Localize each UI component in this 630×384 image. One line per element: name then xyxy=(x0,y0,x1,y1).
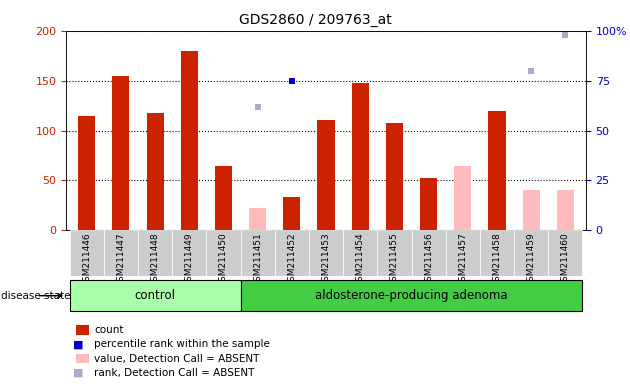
Text: GSM211452: GSM211452 xyxy=(287,233,296,287)
Bar xyxy=(420,179,437,230)
Text: rank, Detection Call = ABSENT: rank, Detection Call = ABSENT xyxy=(94,368,255,378)
Bar xyxy=(445,230,480,276)
Text: count: count xyxy=(94,325,124,335)
Text: GSM211460: GSM211460 xyxy=(561,233,570,288)
Text: control: control xyxy=(135,289,176,302)
Bar xyxy=(514,230,548,276)
Bar xyxy=(284,197,301,230)
Text: aldosterone-producing adenoma: aldosterone-producing adenoma xyxy=(315,289,508,302)
Text: GSM211448: GSM211448 xyxy=(151,233,159,287)
Bar xyxy=(480,230,514,276)
Bar xyxy=(78,116,95,230)
Bar xyxy=(318,119,335,230)
Bar xyxy=(207,230,241,276)
Text: GSM211447: GSM211447 xyxy=(117,233,125,287)
Bar xyxy=(377,230,411,276)
Bar xyxy=(411,230,445,276)
Bar xyxy=(138,230,172,276)
Bar xyxy=(69,280,241,311)
Text: ■: ■ xyxy=(73,339,83,349)
Bar xyxy=(523,190,540,230)
Bar xyxy=(488,111,505,230)
Bar xyxy=(343,230,377,276)
Bar xyxy=(352,83,369,230)
Bar xyxy=(172,230,207,276)
Bar xyxy=(557,190,574,230)
Text: GSM211453: GSM211453 xyxy=(321,233,331,288)
Bar xyxy=(241,230,275,276)
Text: ■: ■ xyxy=(73,368,83,378)
Text: GSM211456: GSM211456 xyxy=(424,233,433,288)
Text: GSM211449: GSM211449 xyxy=(185,233,194,287)
Text: GSM211446: GSM211446 xyxy=(82,233,91,287)
Bar xyxy=(112,76,129,230)
Bar xyxy=(386,122,403,230)
Text: GSM211455: GSM211455 xyxy=(390,233,399,288)
Text: value, Detection Call = ABSENT: value, Detection Call = ABSENT xyxy=(94,354,260,364)
Bar xyxy=(241,280,583,311)
Bar xyxy=(454,166,471,230)
Bar xyxy=(275,230,309,276)
Text: GSM211454: GSM211454 xyxy=(356,233,365,287)
Text: disease state: disease state xyxy=(1,291,71,301)
Text: GSM211451: GSM211451 xyxy=(253,233,262,288)
Text: GSM211459: GSM211459 xyxy=(527,233,536,288)
Text: GSM211450: GSM211450 xyxy=(219,233,228,288)
Text: GDS2860 / 209763_at: GDS2860 / 209763_at xyxy=(239,13,391,27)
Text: GSM211458: GSM211458 xyxy=(493,233,501,288)
Bar xyxy=(548,230,583,276)
Bar xyxy=(249,209,266,230)
Bar xyxy=(104,230,138,276)
Text: GSM211457: GSM211457 xyxy=(458,233,467,288)
Bar xyxy=(69,230,104,276)
Bar xyxy=(309,230,343,276)
Text: percentile rank within the sample: percentile rank within the sample xyxy=(94,339,270,349)
Bar xyxy=(215,166,232,230)
Bar xyxy=(181,51,198,230)
Bar xyxy=(147,113,164,230)
